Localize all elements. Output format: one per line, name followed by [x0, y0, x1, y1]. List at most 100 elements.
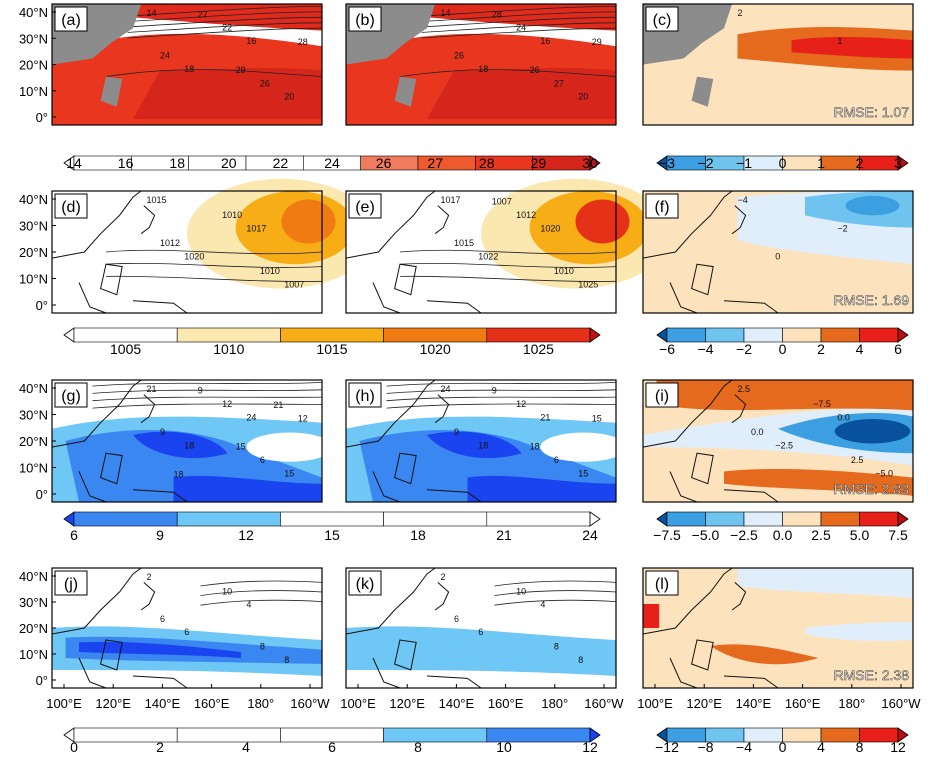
contour-label: 21: [273, 400, 283, 410]
isobar: [105, 275, 323, 282]
lon-tick-label: 160°W: [290, 696, 330, 711]
sst-contour: [127, 11, 323, 22]
contour-label: 9: [160, 427, 165, 437]
colorbar-right-arrow: [589, 727, 601, 743]
colorbar-tick-label: 24: [582, 527, 598, 543]
colorbar-left-arrow: [63, 511, 75, 527]
contour-label: 18: [478, 64, 488, 74]
panel-i: 2.5 0.0 −2.5 −5.0 −7.5 0.0 2.5 (i) RMSE: 2.83: [642, 379, 914, 503]
contour-label: 0: [775, 251, 780, 261]
lat-tick-label: 0°: [36, 298, 48, 313]
colorbar-right-arrow: [897, 727, 909, 743]
contour-label: 27: [198, 9, 208, 19]
high-pressure-core: [575, 199, 630, 244]
panel-label-box: [645, 570, 679, 596]
contour-label: 6: [160, 614, 165, 624]
diff-colorbar-tick-label: −3: [659, 155, 675, 171]
contour-label: 26: [530, 65, 540, 75]
warmest-band: [133, 67, 322, 119]
diff-colorbar-tick-label: 0.0: [773, 527, 793, 543]
contour-label: 6: [478, 627, 483, 637]
colorbar-segment: [73, 327, 178, 343]
lat-tick-label: 40°N: [19, 192, 48, 207]
colorbar-segment: [188, 155, 247, 171]
wind-contour: [92, 382, 323, 387]
colorbar-segment: [859, 511, 899, 527]
diff-colorbar-tick-label: 12: [890, 739, 906, 755]
contour-label: 12: [298, 413, 308, 423]
contour-label: 4: [540, 600, 545, 610]
panel-label: (g): [61, 388, 81, 405]
contour-label: 10: [516, 586, 526, 596]
colorbar-tick-label: 2: [156, 739, 164, 755]
lon-tick-label: 160°E: [785, 696, 821, 711]
panel-label: (c): [653, 12, 672, 29]
lat-tick-label: 20°N: [19, 434, 48, 449]
sst-contour: [105, 69, 323, 77]
lat-tick-label: 0°: [36, 110, 48, 125]
contour-label: 4: [246, 600, 251, 610]
contour-label: 29: [236, 65, 246, 75]
colorbar-left-arrow: [656, 511, 668, 527]
panel-label-box: [54, 570, 88, 596]
contour-label: 1007: [492, 196, 512, 206]
coastline: [642, 379, 779, 503]
sst-contour: [421, 27, 617, 39]
colorbar-segment: [666, 511, 706, 527]
panel-g: 21 24 18 15 12 9 6 9 12 15 18 21 (g) 40°N 30°N 20°N 10°N…: [19, 379, 333, 503]
lat-tick-label: 20°N: [19, 621, 48, 636]
sst-contour: [421, 6, 617, 17]
panel-label-box: [54, 193, 88, 219]
panel-label: (l): [655, 576, 669, 593]
diff-colorbar-tick-label: 8: [856, 739, 864, 755]
contour-label: 12: [222, 399, 232, 409]
contour-label: 1015: [454, 238, 474, 248]
sst-contour: [127, 6, 323, 17]
contour-label: 18: [174, 470, 184, 480]
panel-frame: [642, 190, 914, 314]
diff-colorbar-tick-label: 3: [894, 155, 902, 171]
diff-colorbar-row-3: [656, 511, 909, 527]
lat-tick-label: 10°N: [19, 461, 48, 476]
contour-label: 1: [837, 36, 842, 46]
lon-tick-label: 100°E: [637, 696, 673, 711]
main-colorbar-row-3: [63, 511, 601, 527]
colorbar-tick-label: 22: [273, 155, 289, 171]
contour-label: 21: [147, 384, 157, 394]
colorbar-segment: [782, 511, 822, 527]
colorbar-segment: [743, 327, 783, 343]
colorbar-tick-label: 16: [118, 155, 134, 171]
colorbar-segment: [859, 155, 899, 171]
diff-colorbar-tick-label: 0: [779, 739, 787, 755]
colorbar-tick-label: 9: [156, 527, 164, 543]
panel-label-box: [348, 6, 382, 32]
sst-contour: [127, 27, 323, 39]
colorbar-tick-label: 21: [496, 527, 512, 543]
heaviest-precip-band: [79, 641, 241, 658]
colorbar-segment: [705, 511, 745, 527]
colorbar-segment: [820, 327, 860, 343]
contour-label: 9: [454, 427, 459, 437]
colorbar-tick-label: 1025: [523, 341, 554, 357]
panel-f: −4 −2 0 (f) RMSE: 1.69: [642, 190, 914, 314]
land-mass: [100, 76, 123, 107]
lat-tick-label: 0°: [36, 673, 48, 688]
lon-tick-label: 180°: [838, 696, 865, 711]
colorbar-left-arrow: [656, 327, 668, 343]
colorbar-segment: [743, 511, 783, 527]
precip-contour: [200, 599, 323, 606]
colorbar-tick-label: 26: [376, 155, 392, 171]
lat-tick-label: 20°N: [19, 58, 48, 73]
strong-anomaly: [791, 37, 913, 59]
lat-tick-label: 40°N: [19, 5, 48, 20]
coastline: [51, 190, 188, 314]
contour-label: 26: [260, 78, 270, 88]
rmse-label: RMSE: 2.83: [834, 481, 910, 497]
contour-label: 1010: [260, 266, 280, 276]
colorbar-right-arrow: [589, 511, 601, 527]
coastline: [345, 190, 482, 314]
diff-colorbar-row-1: [656, 155, 909, 171]
colorbar-tick-label: 30: [582, 155, 598, 171]
contour-label: 24: [516, 23, 526, 33]
colorbar-segment: [705, 327, 745, 343]
